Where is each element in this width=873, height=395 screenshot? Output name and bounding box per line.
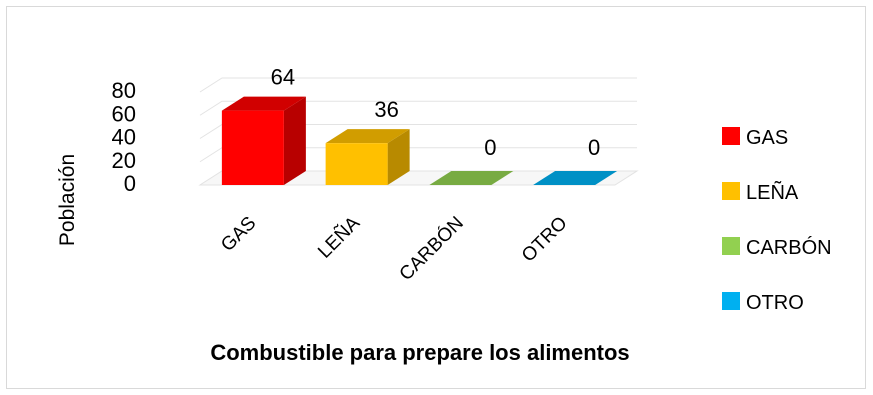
bars xyxy=(221,96,618,185)
legend-item: CARBÓN xyxy=(722,236,832,259)
y-tick-label: 0 xyxy=(124,171,136,196)
legend-label: LEÑA xyxy=(746,180,799,204)
legend-item: OTRO xyxy=(722,292,804,314)
gridline xyxy=(199,100,637,116)
legend-item: LEÑA xyxy=(722,180,799,204)
bar-gas xyxy=(221,96,306,185)
y-tick-label: 60 xyxy=(112,101,136,126)
bar-top xyxy=(533,171,618,185)
bar-top xyxy=(221,96,306,111)
bar-side xyxy=(283,96,306,185)
y-tick-label: 20 xyxy=(112,148,136,173)
legend-swatch xyxy=(722,127,740,145)
y-tick-label: 80 xyxy=(112,78,136,103)
data-label: 0 xyxy=(588,135,600,160)
bar-front xyxy=(221,110,284,185)
bar-top xyxy=(429,171,514,185)
bar-carbón xyxy=(429,171,514,185)
category-label: LEÑA xyxy=(314,212,365,263)
category-label: CARBÓN xyxy=(395,212,468,285)
x-axis-categories: GAS LEÑA CARBÓN OTRO xyxy=(217,212,571,285)
bar-top xyxy=(325,129,410,144)
chart-title: Combustible para prepare los alimentos xyxy=(210,340,629,365)
legend-swatch xyxy=(722,237,740,255)
data-labels: 64 36 0 0 xyxy=(271,65,601,160)
legend-label: CARBÓN xyxy=(746,236,832,259)
legend: GAS LEÑA CARBÓN OTRO xyxy=(722,127,832,314)
legend-swatch xyxy=(722,182,740,200)
legend-item: GAS xyxy=(722,127,788,149)
bar-otro xyxy=(533,171,618,185)
legend-label: OTRO xyxy=(746,292,804,314)
legend-label: GAS xyxy=(746,127,788,149)
y-axis-title: Población xyxy=(56,154,79,246)
bar-leña xyxy=(325,129,410,185)
data-label: 0 xyxy=(484,135,496,160)
gridline xyxy=(199,77,637,93)
bar-side xyxy=(387,129,410,185)
legend-swatch xyxy=(722,292,740,310)
category-label: GAS xyxy=(217,213,260,256)
data-label: 36 xyxy=(374,97,398,122)
data-label: 64 xyxy=(271,65,295,90)
y-tick-label: 40 xyxy=(112,125,136,150)
bar-front xyxy=(325,143,388,185)
category-label: OTRO xyxy=(518,213,572,267)
